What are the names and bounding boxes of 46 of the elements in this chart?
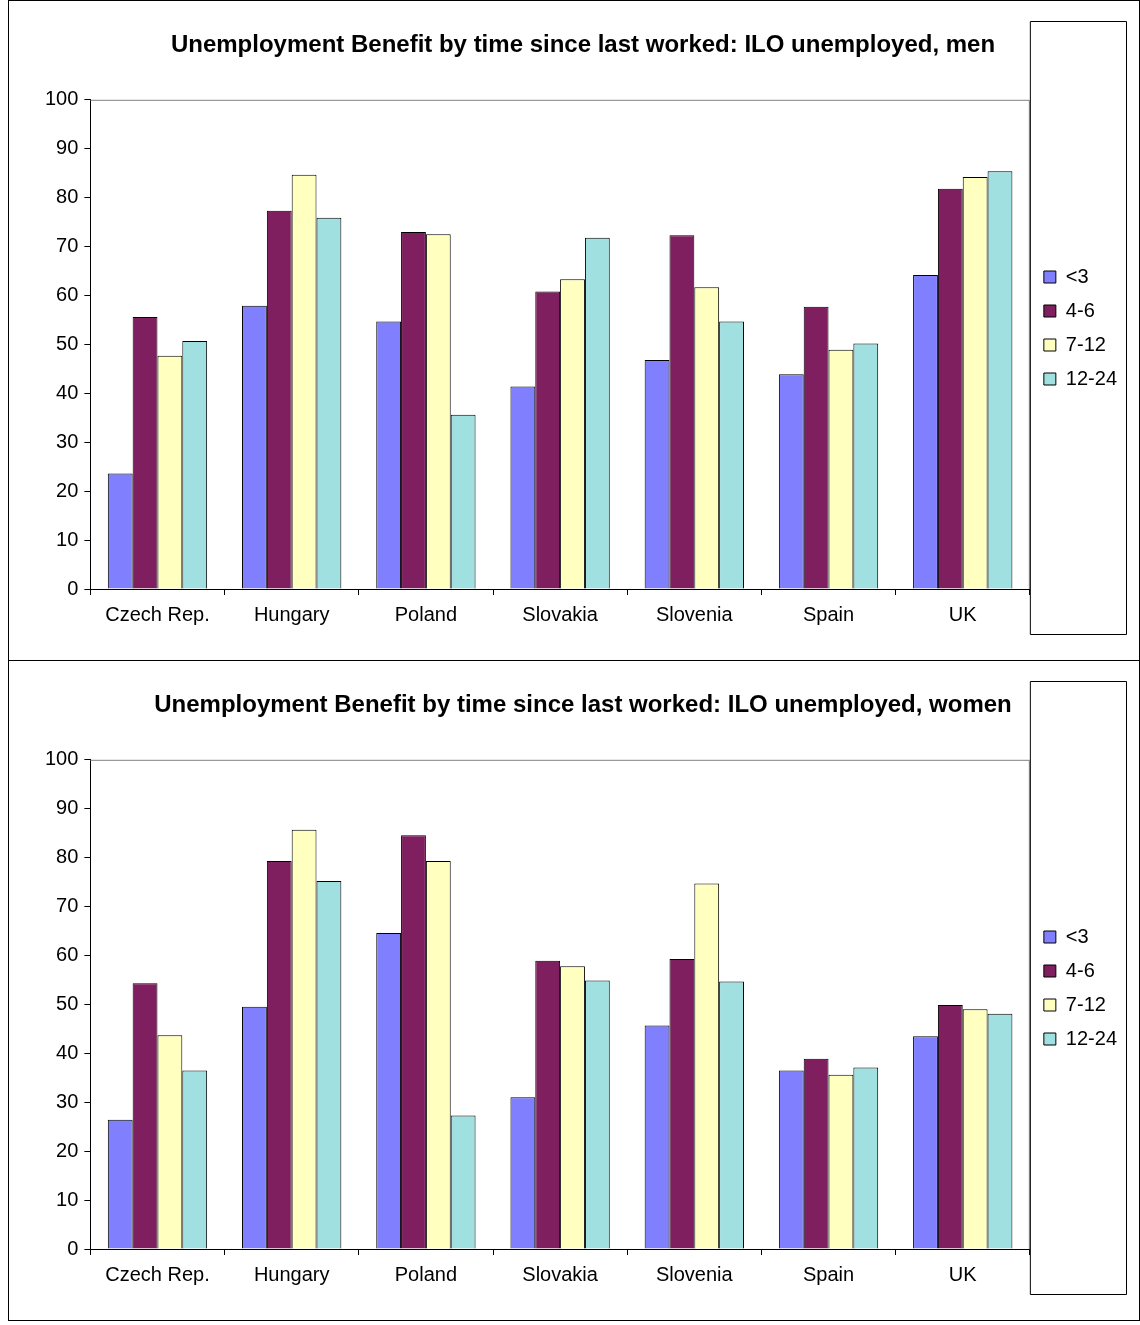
x-tick-label: Spain [802, 1262, 855, 1285]
x-tick-label: Poland [394, 602, 458, 625]
legend-label: 7-12 [1065, 332, 1106, 355]
x-tick-label: UK [948, 602, 978, 625]
y-tick-label: 10 [56, 1187, 79, 1210]
y-tick-label: 90 [56, 136, 79, 159]
legend-label: <3 [1065, 264, 1089, 287]
y-tick-label: 90 [56, 796, 79, 819]
y-tick-label: 60 [56, 943, 79, 965]
y-tick-label: 30 [56, 1089, 79, 1112]
x-tick-label: Poland [394, 1262, 458, 1285]
y-tick-label: 80 [56, 185, 79, 208]
x-tick-label: UK [948, 1262, 978, 1285]
x-tick-label: Czech Rep. [105, 1262, 210, 1285]
legend-label: <3 [1065, 924, 1089, 947]
y-tick-label: 40 [56, 1040, 79, 1063]
x-tick-label: Slovakia [522, 602, 599, 625]
y-tick-label: 40 [56, 380, 79, 403]
y-tick-label: 20 [56, 1138, 79, 1161]
x-tick-label: Hungary [253, 1262, 330, 1285]
y-tick-label: 50 [56, 991, 79, 1014]
x-tick-label: Slovenia [655, 602, 734, 625]
y-tick-label: 100 [44, 747, 79, 770]
legend-label: 4-6 [1065, 958, 1095, 981]
chart-title: Unemployment Benefit by time since last worked: ILO unemployed, men [170, 30, 996, 58]
x-tick-label: Slovakia [522, 1262, 599, 1285]
y-tick-label: 30 [56, 429, 79, 452]
legend-label: 12-24 [1065, 366, 1117, 389]
y-tick-label: 70 [56, 894, 79, 917]
x-tick-label: Hungary [253, 602, 330, 625]
legend-label: 4-6 [1065, 298, 1095, 321]
legend-label: 12-24 [1065, 1026, 1117, 1049]
y-tick-label: 0 [67, 1236, 79, 1259]
y-tick-label: 60 [56, 283, 79, 305]
y-tick-label: 20 [56, 478, 79, 501]
y-tick-label: 10 [56, 527, 79, 550]
chart-title: Unemployment Benefit by time since last worked: ILO unemployed, women [154, 690, 1012, 718]
y-tick-label: 50 [56, 331, 79, 354]
y-tick-label: 80 [56, 845, 79, 868]
legend-label: 7-12 [1065, 992, 1106, 1015]
x-tick-label: Slovenia [655, 1262, 734, 1285]
y-tick-label: 100 [44, 87, 79, 110]
x-tick-label: Czech Rep. [105, 602, 210, 625]
y-tick-label: 0 [67, 576, 79, 599]
x-tick-label: Spain [802, 602, 855, 625]
y-tick-label: 70 [56, 234, 79, 257]
